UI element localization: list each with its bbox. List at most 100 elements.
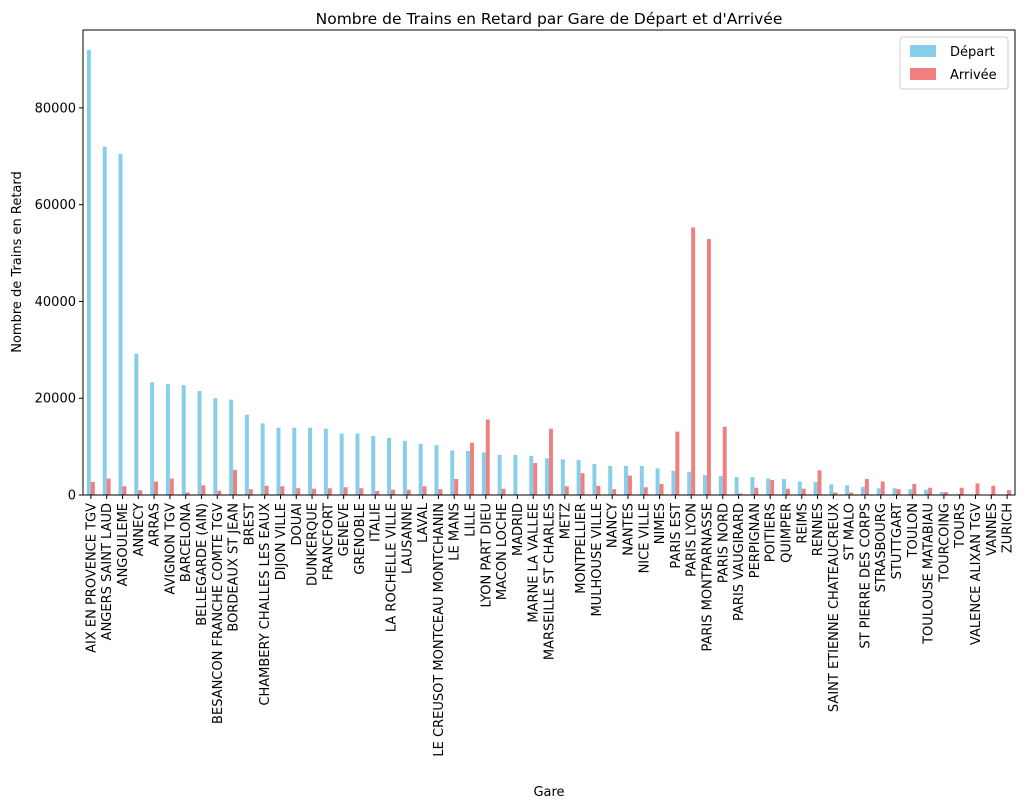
bar-depart-53 (924, 489, 929, 495)
bar-arrivee-5 (169, 478, 174, 495)
bar-arrivee-26 (501, 488, 506, 495)
bar-depart-27 (513, 454, 518, 495)
x-tick-label-40: PARIS NORD (716, 503, 731, 583)
legend: Départ Arrivée (899, 36, 1009, 90)
bar-arrivee-1 (106, 478, 111, 495)
bar-arrivee-25 (485, 419, 490, 495)
x-tick-label-7: BELLEGARDE (AIN) (195, 503, 210, 626)
bar-depart-39 (703, 475, 707, 495)
bar-arrivee-39 (706, 239, 711, 495)
bar-arrivee-20 (406, 489, 411, 495)
x-tick-label-57: VANNES (985, 503, 1000, 556)
x-tick-label-45: REIMS (795, 503, 810, 544)
x-tick-label-3: ANNECY (132, 503, 147, 556)
y-tick-label-1: 20000 (35, 392, 76, 407)
x-tick-label-49: ST PIERRE DES CORPS (858, 503, 873, 649)
bar-depart-36 (655, 468, 660, 495)
bar-depart-37 (671, 470, 676, 495)
bar-arrivee-55 (959, 487, 964, 495)
bar-depart-41 (734, 477, 739, 495)
x-tick-label-53: TOULOUSE MATABIAU (922, 503, 937, 645)
bar-depart-8 (213, 398, 218, 495)
bar-depart-38 (687, 471, 692, 495)
bar-arrivee-28 (533, 463, 538, 495)
bar-arrivee-56 (975, 483, 980, 495)
x-tick-label-10: BREST (242, 503, 257, 545)
x-tick-label-15: FRANCFORT (321, 503, 336, 580)
bar-depart-0 (86, 49, 91, 496)
x-tick-label-48: ST MALO (843, 503, 858, 560)
x-axis-label: Gare (533, 785, 564, 800)
bar-depart-34 (624, 465, 628, 495)
bar-depart-46 (813, 481, 818, 495)
x-tick-label-52: TOULON (906, 503, 921, 558)
x-tick-label-20: LAUSANNE (400, 503, 415, 574)
bar-arrivee-15 (327, 488, 332, 495)
x-tick-label-34: NANTES (621, 503, 636, 556)
bar-arrivee-45 (801, 488, 806, 495)
x-axis: AIX EN PROVENCE TGV ANGERS SAINT LAUD ANGO… (84, 495, 1016, 757)
x-tick-label-8: BESANCON FRANCHE COMTE TGV (211, 503, 226, 724)
bar-arrivee-8 (217, 490, 222, 495)
x-tick-label-31: MONTPELLIER (574, 503, 589, 594)
bar-depart-12 (276, 427, 281, 495)
legend-label-arrivee: Arrivée (950, 68, 997, 83)
bar-arrivee-19 (391, 489, 395, 495)
bar-arrivee-2 (122, 486, 127, 495)
bar-depart-21 (418, 443, 423, 495)
y-tick-label-2: 40000 (35, 295, 76, 310)
bar-depart-24 (466, 450, 471, 495)
x-tick-label-36: NIMES (653, 503, 668, 544)
legend-swatch-depart (910, 45, 936, 57)
bar-arrivee-7 (201, 485, 206, 495)
x-tick-label-46: RENNES (811, 503, 826, 556)
x-tick-label-44: QUIMPER (779, 503, 794, 563)
bar-arrivee-23 (454, 479, 459, 495)
x-tick-label-54: TOURCOING (937, 503, 952, 583)
bar-arrivee-58 (1007, 490, 1012, 495)
x-tick-label-33: NANCY (606, 503, 621, 548)
bar-depart-9 (229, 399, 234, 495)
bar-arrivee-13 (296, 488, 301, 495)
bar-arrivee-3 (138, 490, 143, 495)
bar-depart-52 (908, 489, 913, 495)
x-tick-label-39: PARIS MONTPARNASSE (700, 503, 715, 652)
bar-arrivee-35 (643, 487, 648, 495)
bar-depart-31 (576, 460, 581, 495)
bar-arrivee-32 (596, 485, 601, 495)
x-tick-label-13: DOUAI (290, 503, 305, 546)
y-tick-label-3: 60000 (35, 198, 76, 213)
x-tick-label-23: LE MANS (448, 503, 463, 561)
bar-depart-15 (323, 428, 328, 495)
x-tick-label-24: LILLE (464, 503, 479, 537)
x-tick-label-6: BARCELONA (179, 503, 194, 582)
y-tick-label-0: 0 (68, 489, 76, 504)
bar-arrivee-24 (470, 442, 474, 495)
bar-depart-11 (260, 423, 265, 495)
x-tick-label-21: LAVAL (416, 502, 431, 543)
bar-depart-14 (308, 427, 313, 495)
bar-depart-48 (845, 485, 850, 495)
bar-depart-47 (829, 484, 834, 495)
bar-arrivee-11 (264, 485, 269, 495)
bar-depart-50 (876, 488, 881, 495)
bar-depart-29 (545, 458, 549, 495)
x-tick-label-11: CHAMBERY CHALLES LES EAUX (258, 503, 273, 706)
bar-arrivee-37 (675, 431, 680, 495)
x-tick-label-30: METZ (558, 503, 573, 539)
bar-depart-19 (387, 437, 392, 495)
x-tick-label-41: PARIS VAUGIRARD (732, 503, 747, 621)
bar-depart-25 (481, 452, 486, 495)
x-tick-label-2: ANGOULEME (116, 503, 131, 586)
bar-arrivee-51 (896, 489, 901, 495)
bar-arrivee-38 (691, 227, 696, 496)
x-tick-label-27: MADRID (511, 503, 526, 556)
x-tick-label-26: MACON LOCHE (495, 503, 510, 600)
bar-arrivee-47 (833, 492, 838, 495)
bar-depart-40 (718, 476, 723, 495)
bar-arrivee-17 (359, 488, 364, 495)
bar-depart-6 (181, 385, 186, 495)
x-tick-label-9: BORDEAUX ST JEAN (227, 503, 242, 632)
y-axis-label: Nombre de Trains en Retard (10, 171, 25, 353)
